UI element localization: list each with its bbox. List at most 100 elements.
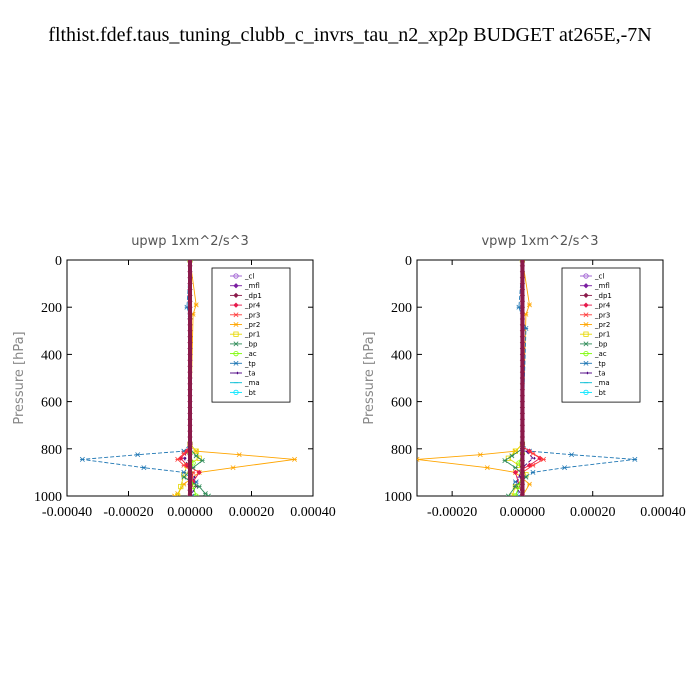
profile-marker — [519, 487, 526, 493]
legend-label: _ta — [594, 370, 606, 378]
legend-item: _ta — [230, 370, 256, 378]
profile-marker — [519, 493, 526, 496]
legend-label: _pr4 — [244, 302, 261, 310]
profile-marker — [519, 357, 526, 363]
x-tick-label: 0.00020 — [570, 505, 616, 520]
legend-item: _tp — [580, 360, 606, 368]
profile-marker — [187, 351, 193, 358]
profile-marker — [519, 381, 526, 387]
panel-title: vpwp 1xm^2/s^3 — [481, 234, 598, 249]
profile-marker — [519, 434, 526, 440]
legend-item: _cl — [230, 273, 254, 281]
legend-item: _pr2 — [580, 321, 610, 329]
data-point — [196, 455, 202, 461]
figure-title: flthist.fdef.taus_tuning_clubb_c_invrs_t… — [48, 24, 651, 46]
profile-marker — [519, 410, 526, 417]
data-point — [509, 453, 515, 459]
x-tick-label: -0.00020 — [103, 505, 153, 520]
data-point — [502, 458, 508, 464]
legend-label: _dp1 — [594, 292, 612, 300]
legend-item: _mfl — [580, 282, 610, 290]
profile-marker — [187, 463, 193, 470]
panels-group: upwp 1xm^2/s^3 Pressure [hPa] 0 200 400 600 80… — [12, 234, 686, 520]
legend-label: _pr3 — [244, 311, 260, 319]
profile-marker — [187, 286, 193, 293]
legend-item: _cl — [580, 273, 604, 281]
data-point — [175, 493, 181, 496]
profile-marker — [519, 463, 526, 470]
legend-marker — [583, 273, 589, 279]
profile-marker — [519, 398, 526, 405]
legend-label: _ma — [594, 379, 610, 387]
profile-marker — [187, 339, 193, 346]
legend-label: _ac — [594, 350, 607, 358]
profile-marker — [187, 334, 193, 340]
data-point — [202, 491, 208, 496]
x-tick-label: 0.00040 — [290, 505, 336, 520]
profile-marker — [519, 275, 526, 281]
legend-marker — [583, 292, 589, 299]
profile-marker — [187, 369, 193, 375]
profile-marker — [187, 345, 193, 352]
data-point — [181, 469, 187, 475]
profile-marker — [187, 269, 193, 275]
profile-marker — [187, 328, 193, 334]
profile-marker — [519, 310, 526, 316]
panel-2: vpwp 1xm^2/s^3 Pressure [hPa] 0 200 400 600 80… — [362, 234, 686, 520]
data-point — [193, 448, 199, 454]
data-point — [484, 465, 490, 471]
legend-marker — [583, 341, 589, 347]
series-line — [521, 260, 545, 496]
legend-item: _ma — [580, 379, 610, 387]
profile-marker — [519, 404, 526, 411]
profile-marker — [187, 440, 193, 446]
y-tick-label: 400 — [41, 348, 62, 363]
series-bp — [181, 260, 211, 496]
plot-frame — [416, 259, 664, 497]
profile-marker — [187, 387, 193, 393]
profile-marker — [187, 381, 193, 387]
legend-label: _cl — [244, 273, 254, 281]
profile-marker — [519, 469, 526, 476]
legend-item: _ma — [230, 379, 260, 387]
profile-marker — [187, 304, 193, 310]
legend-label: _pr1 — [244, 331, 260, 339]
data-point — [181, 451, 187, 457]
legend-item: _bt — [230, 389, 256, 397]
profile-marker — [187, 398, 193, 405]
legend-marker — [233, 371, 239, 375]
profile-marker — [519, 328, 526, 334]
data-point — [562, 465, 568, 471]
legend-label: _dp1 — [244, 292, 262, 300]
y-tick-label: 600 — [391, 396, 412, 411]
profile-marker — [187, 475, 193, 481]
legend-marker — [583, 350, 589, 357]
profile-marker — [519, 428, 526, 434]
legend-marker — [233, 360, 239, 366]
data-point — [141, 465, 147, 471]
legend-marker — [583, 312, 589, 318]
profile-marker — [519, 286, 526, 293]
legend-marker — [583, 283, 589, 289]
profile-marker — [519, 446, 526, 452]
y-tick-label: 800 — [391, 443, 412, 458]
legend-marker — [233, 292, 239, 299]
profile-marker — [187, 275, 193, 281]
profile-marker — [519, 280, 526, 287]
data-point — [523, 325, 529, 331]
data-point — [205, 493, 211, 496]
data-point — [181, 462, 187, 468]
data-point — [530, 462, 536, 468]
legend-marker — [583, 371, 589, 375]
y-tick-label: 0 — [55, 254, 62, 269]
legend-marker — [583, 302, 589, 308]
y-tick-label: 200 — [41, 301, 62, 316]
legend-box — [561, 267, 641, 403]
x-tick-label: -0.00040 — [42, 505, 92, 520]
profile-marker — [187, 357, 193, 363]
y-tick-label: 800 — [41, 443, 62, 458]
legend-label: _bp — [594, 340, 608, 348]
legend-item: _pr3 — [230, 311, 260, 319]
profile-marker — [187, 446, 193, 452]
legend-label: _mfl — [594, 282, 610, 290]
